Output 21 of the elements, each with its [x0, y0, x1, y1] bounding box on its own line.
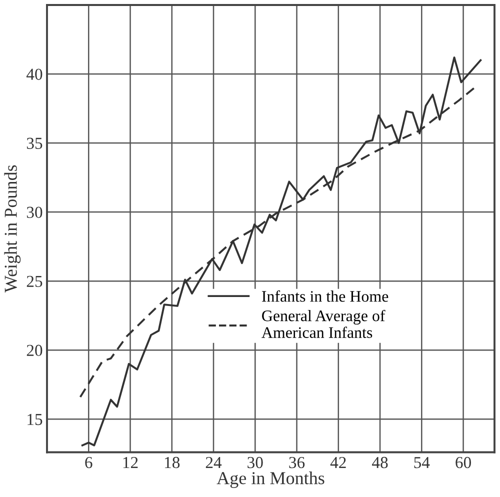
x-tick-label: 36	[289, 456, 305, 468]
y-axis-title: Weight in Pounds	[4, 165, 21, 293]
y-tick-label: 40	[26, 68, 42, 80]
x-tick-label: 12	[123, 456, 138, 468]
y-tick-label: 25	[26, 276, 42, 288]
legend-label: General Average of American Infants	[262, 310, 386, 338]
x-tick-label: 42	[330, 456, 346, 468]
y-tick-label: 30	[26, 206, 42, 218]
y-tick-label: 35	[26, 138, 42, 149]
y-tick-label: 20	[26, 344, 42, 356]
x-tick-label: 54	[414, 457, 430, 468]
y-tick-label: 15	[28, 414, 42, 426]
x-tick-label: 48	[372, 456, 388, 468]
x-axis-title: Age in Months	[216, 472, 324, 488]
x-tick-label: 6	[85, 456, 92, 468]
x-tick-label: 60	[456, 456, 471, 468]
x-tick-label: 30	[248, 456, 263, 468]
line-series	[81, 56, 482, 446]
legend-label: Infants in the Home	[262, 290, 388, 302]
x-tick-label: 18	[165, 456, 180, 468]
x-tick-label: 24	[206, 456, 222, 468]
